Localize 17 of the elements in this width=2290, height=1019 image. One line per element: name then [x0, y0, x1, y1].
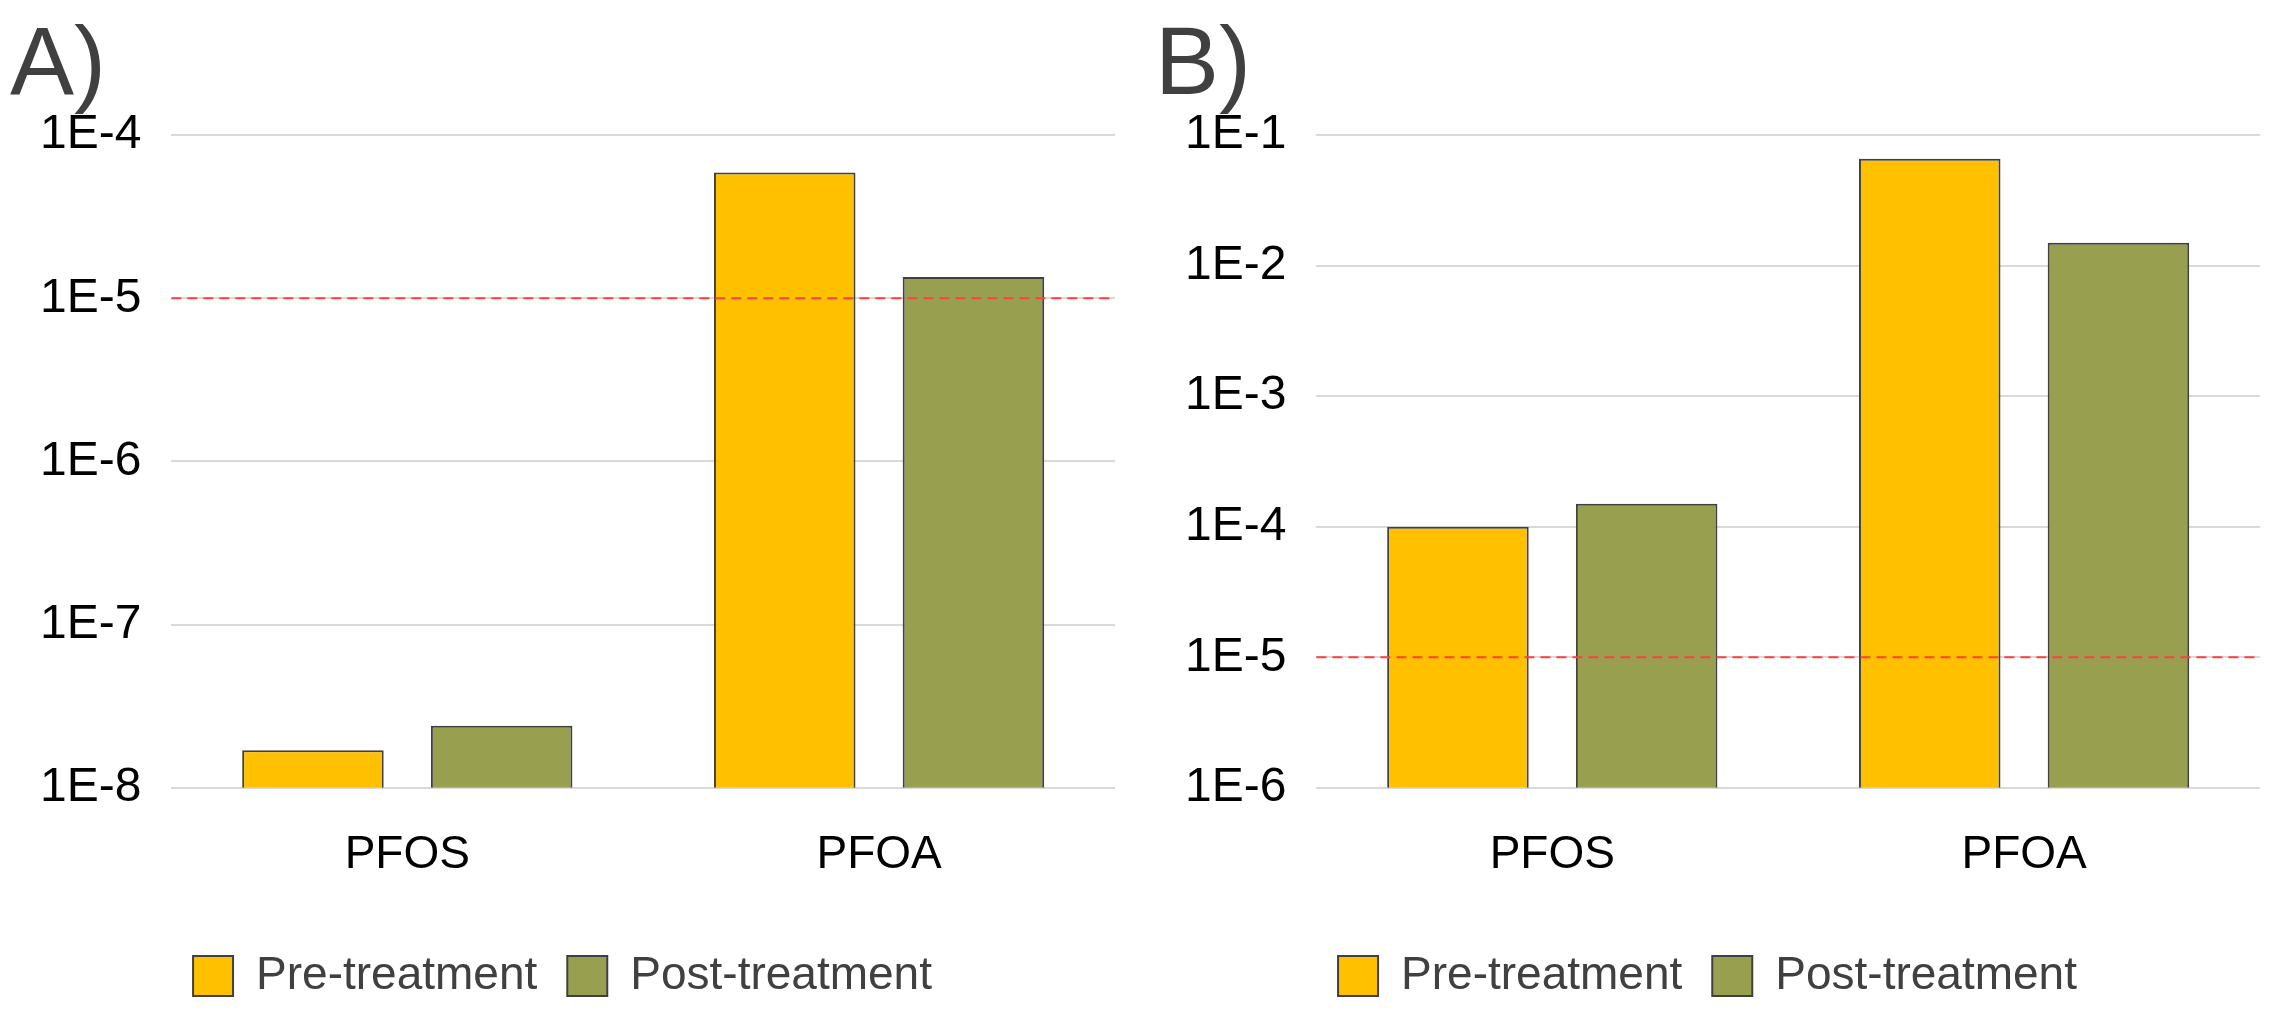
legend-label: Post-treatment [1775, 946, 2078, 999]
x-tick-label: PFOA [1961, 826, 2088, 879]
y-tick-label: 1E-4 [1185, 496, 1287, 550]
x-tick-label: PFOS [344, 826, 470, 879]
y-tick-label: 1E-6 [40, 431, 142, 485]
legend-label: Pre-treatment [256, 946, 538, 999]
y-tick-label: 1E-7 [40, 594, 142, 648]
y-tick-label: 1E-8 [40, 758, 142, 812]
y-tick-label: 1E-5 [40, 268, 142, 322]
y-tick-label: 1E-5 [1185, 627, 1287, 681]
legend-label: Post-treatment [630, 946, 933, 999]
y-tick-label: 1E-3 [1185, 366, 1287, 420]
y-tick-label: 1E-6 [1185, 758, 1287, 812]
x-tick-label: PFOA [816, 826, 943, 879]
legend-label: Pre-treatment [1401, 946, 1683, 999]
y-tick-label: 1E-2 [1185, 235, 1287, 289]
x-tick-label: PFOS [1489, 826, 1615, 879]
